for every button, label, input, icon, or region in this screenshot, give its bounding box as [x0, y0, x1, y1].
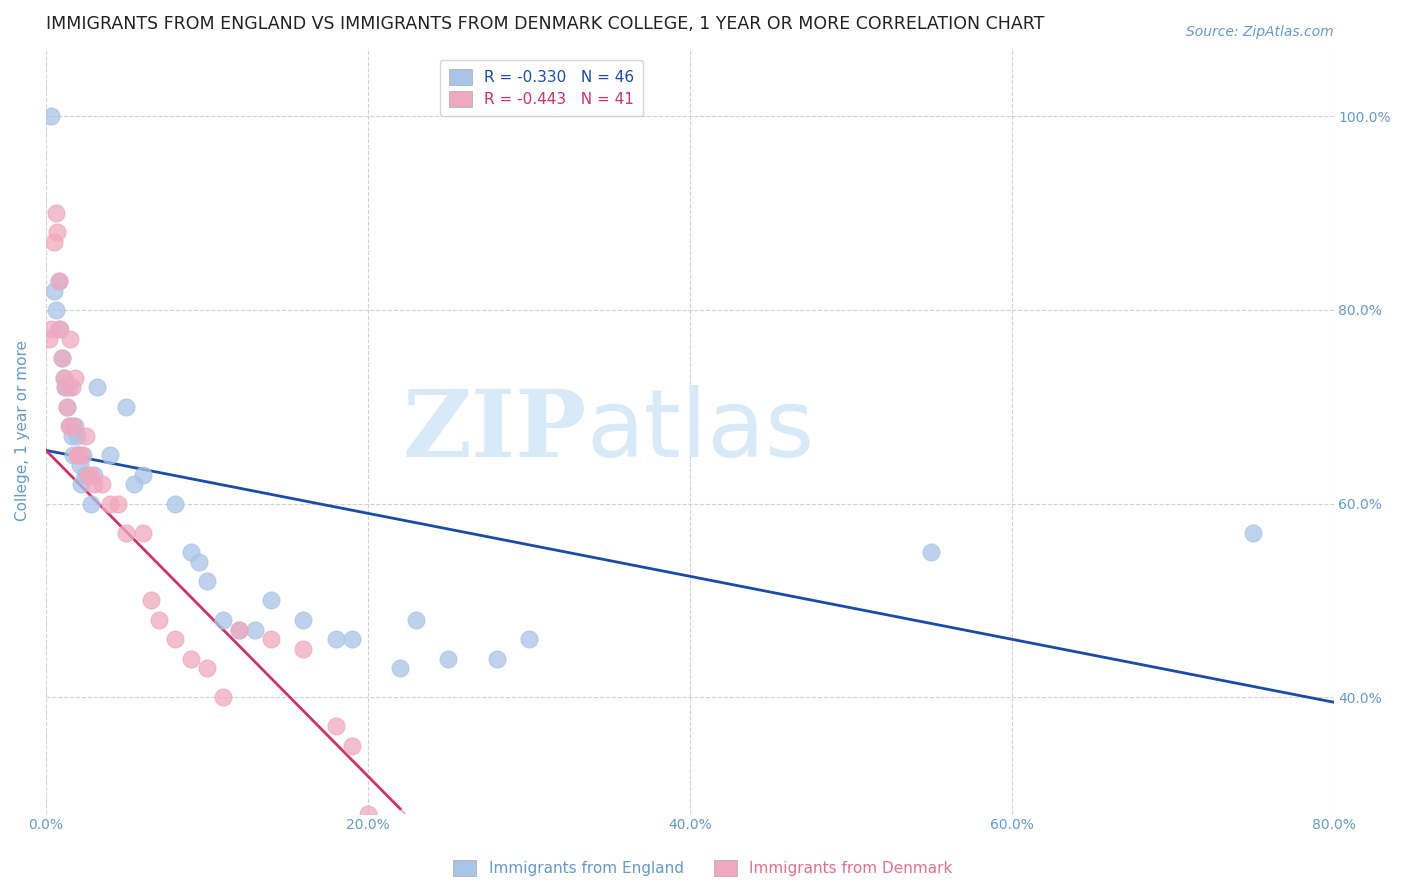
Point — [53, 380, 76, 394]
Point — [228, 623, 250, 637]
Point — [63, 370, 86, 384]
Point — [212, 613, 235, 627]
Legend: Immigrants from England, Immigrants from Denmark: Immigrants from England, Immigrants from… — [447, 855, 959, 882]
Point — [405, 613, 427, 627]
Point — [180, 545, 202, 559]
Point — [59, 419, 82, 434]
Text: Source: ZipAtlas.com: Source: ZipAtlas.com — [1185, 25, 1333, 39]
Point — [56, 400, 79, 414]
Point — [124, 477, 146, 491]
Point — [195, 661, 218, 675]
Point — [83, 477, 105, 491]
Point — [98, 497, 121, 511]
Point — [340, 632, 363, 647]
Point — [39, 322, 62, 336]
Point — [357, 806, 380, 821]
Y-axis label: College, 1 year or more: College, 1 year or more — [15, 341, 30, 522]
Point — [437, 651, 460, 665]
Point — [340, 739, 363, 753]
Point — [260, 593, 283, 607]
Point — [187, 555, 209, 569]
Point — [80, 497, 103, 511]
Point — [180, 651, 202, 665]
Point — [148, 613, 170, 627]
Point — [67, 448, 90, 462]
Point — [517, 632, 540, 647]
Text: ZIP: ZIP — [402, 386, 586, 476]
Point — [69, 458, 91, 472]
Point — [115, 525, 138, 540]
Point — [48, 274, 70, 288]
Point — [59, 332, 82, 346]
Point — [260, 632, 283, 647]
Point — [292, 613, 315, 627]
Point — [115, 400, 138, 414]
Point — [91, 477, 114, 491]
Point — [48, 322, 70, 336]
Point — [58, 419, 80, 434]
Point — [65, 448, 87, 462]
Point — [920, 545, 942, 559]
Point — [52, 370, 75, 384]
Legend: R = -0.330   N = 46, R = -0.443   N = 41: R = -0.330 N = 46, R = -0.443 N = 41 — [440, 60, 644, 116]
Point — [60, 429, 83, 443]
Point — [58, 380, 80, 394]
Point — [1241, 525, 1264, 540]
Point — [45, 302, 67, 317]
Point — [292, 641, 315, 656]
Point — [67, 448, 90, 462]
Point — [56, 400, 79, 414]
Point — [42, 284, 65, 298]
Point — [131, 525, 153, 540]
Point — [195, 574, 218, 588]
Point — [139, 593, 162, 607]
Point — [131, 467, 153, 482]
Point — [70, 477, 93, 491]
Point — [62, 448, 84, 462]
Text: IMMIGRANTS FROM ENGLAND VS IMMIGRANTS FROM DENMARK COLLEGE, 1 YEAR OR MORE CORRE: IMMIGRANTS FROM ENGLAND VS IMMIGRANTS FR… — [46, 15, 1045, 33]
Text: atlas: atlas — [586, 385, 815, 477]
Point — [49, 322, 72, 336]
Point — [51, 351, 73, 366]
Point — [73, 467, 96, 482]
Point — [52, 370, 75, 384]
Point — [325, 632, 347, 647]
Point — [75, 467, 97, 482]
Point — [163, 497, 186, 511]
Point — [42, 235, 65, 249]
Point — [76, 467, 98, 482]
Point — [228, 623, 250, 637]
Point — [63, 419, 86, 434]
Point — [48, 274, 70, 288]
Point — [245, 623, 267, 637]
Point — [75, 429, 97, 443]
Point — [163, 632, 186, 647]
Point — [70, 448, 93, 462]
Point — [72, 448, 94, 462]
Point — [107, 497, 129, 511]
Point — [51, 351, 73, 366]
Point — [86, 380, 108, 394]
Point — [62, 419, 84, 434]
Point — [53, 380, 76, 394]
Point — [39, 109, 62, 123]
Point — [325, 719, 347, 733]
Point — [46, 226, 69, 240]
Point — [389, 661, 412, 675]
Point — [65, 429, 87, 443]
Point — [45, 206, 67, 220]
Point — [38, 332, 60, 346]
Point — [485, 651, 508, 665]
Point — [212, 690, 235, 705]
Point — [98, 448, 121, 462]
Point — [60, 380, 83, 394]
Point — [83, 467, 105, 482]
Point — [80, 467, 103, 482]
Point — [389, 836, 412, 850]
